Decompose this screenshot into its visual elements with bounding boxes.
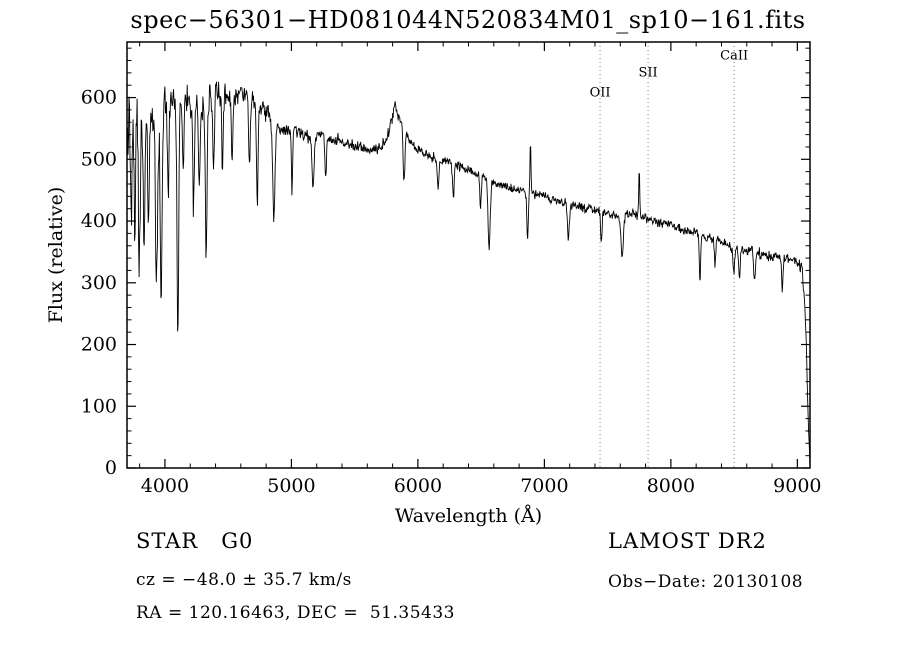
x-tick-label: 5000 [267,475,315,497]
y-tick-label: 100 [81,395,117,417]
x-tick-label: 7000 [520,475,568,497]
x-tick-label: 4000 [141,475,189,497]
coordinates-value: RA = 120.16463, DEC = 51.35433 [136,603,455,623]
x-tick-label: 9000 [773,475,821,497]
y-tick-label: 400 [81,210,117,232]
x-tick-label: 6000 [394,475,442,497]
reference-line-label-sii: SII [639,66,658,81]
y-axis-label: Flux (relative) [45,187,67,324]
plot-frame [126,41,811,469]
reference-line-label-oii: OII [590,85,611,100]
page-title: spec−56301−HD081044N520834M01_sp10−161.f… [130,6,806,34]
survey-label: LAMOST DR2 [608,529,767,553]
y-tick-label: 200 [81,334,117,356]
y-tick-label: 600 [81,87,117,109]
x-axis-label: Wavelength (Å) [395,505,542,527]
y-tick-label: 500 [81,148,117,170]
reference-line-label-caii: CaII [720,48,748,63]
spectrum-line [126,81,811,469]
x-tick-label: 8000 [647,475,695,497]
cz-value: cz = −48.0 ± 35.7 km/s [136,570,352,590]
y-tick-label: 0 [105,457,117,479]
object-class-label: STAR G0 [136,529,254,553]
obs-date-value: Obs−Date: 20130108 [608,572,804,592]
y-tick-label: 300 [81,272,117,294]
